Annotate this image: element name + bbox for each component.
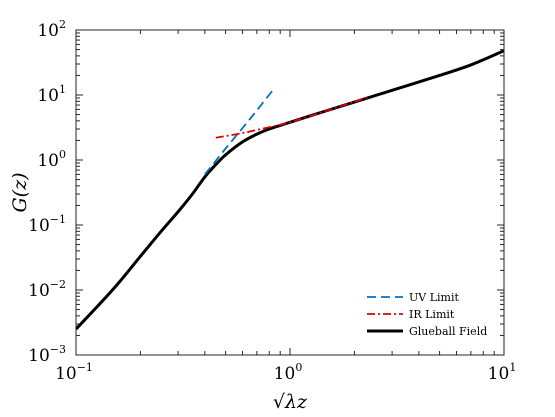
x-axis-label: √λz — [273, 391, 308, 413]
x-tick-label: 100 — [274, 361, 303, 384]
ir-limit-series-line — [215, 96, 368, 139]
glueball-field-series-line — [76, 49, 504, 331]
x-tick-label: 10−1 — [55, 361, 93, 384]
legend-label: Glueball Field — [409, 325, 487, 338]
x-tick-label: 101 — [488, 361, 517, 384]
y-tick-label: 101 — [37, 83, 66, 106]
legend-label: IR Limit — [409, 308, 455, 321]
y-tick-label: 100 — [37, 148, 66, 171]
y-tick-label: 10−2 — [28, 278, 66, 301]
y-axis-label: G(z) — [9, 172, 31, 212]
y-tick-label: 10−3 — [28, 343, 66, 366]
legend-label: UV Limit — [409, 291, 459, 304]
y-tick-label: 102 — [37, 18, 66, 41]
uv-limit-series-line — [204, 87, 276, 175]
y-tick-label: 10−1 — [28, 213, 66, 236]
